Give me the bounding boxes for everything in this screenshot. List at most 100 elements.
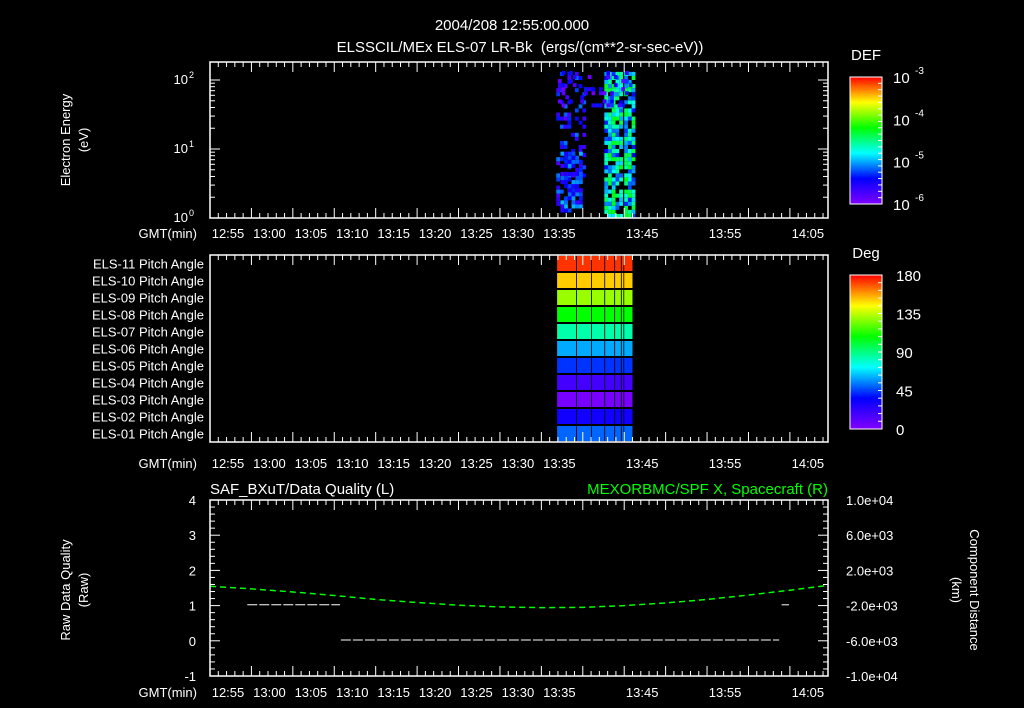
spectrogram-cell [631, 153, 636, 158]
spectrogram-cell [627, 140, 632, 145]
spectrogram-cell [615, 80, 620, 85]
spectrogram-cell [604, 120, 609, 125]
spectrogram-cell [579, 163, 583, 168]
pitch-angle-cell [557, 409, 577, 424]
def-colorbar: 10 -3 10 -4 10 -5 10 -6 [849, 66, 924, 214]
spectrogram-cell [560, 100, 564, 105]
spectrogram-cell [567, 196, 572, 201]
spectrogram-cell [608, 136, 612, 141]
spectrogram-cell [631, 193, 636, 198]
spectrogram-cell [627, 96, 632, 101]
spectrogram-cell [615, 213, 620, 218]
spectrogram-cell [619, 80, 623, 85]
pitch-angle-cell [624, 409, 633, 424]
spectrogram-cell [631, 104, 636, 109]
spectrogram-cell [619, 100, 623, 105]
spectrogram-cell [624, 84, 628, 89]
spectrogram-cell [560, 204, 565, 209]
colorbar-tick-label: 90 [896, 345, 913, 362]
spectrogram-cell [615, 149, 620, 154]
panel1-ylabel: Electron Energy [58, 93, 73, 186]
spectrogram-cell [560, 208, 565, 213]
spectrogram-cell [625, 79, 629, 84]
pitch-angle-cell [576, 426, 592, 441]
panel3-left-title: SAF_BXuT/Data Quality (L) [210, 481, 394, 498]
pitch-angle-row-labels: ELS-11 Pitch Angle ELS-10 Pitch Angle ELS-… [92, 257, 204, 442]
pitch-angle-cell [615, 307, 621, 322]
spectrogram-cell [608, 157, 612, 162]
pitch-angle-cell [621, 324, 624, 339]
time-tick-label: 13:55 [709, 456, 742, 471]
spectrogram-cell [563, 104, 568, 109]
colorbar-bar [849, 76, 883, 205]
spectrogram-cell [574, 116, 579, 121]
spectrogram-cell [611, 132, 616, 137]
spectrogram-cell [608, 201, 612, 206]
colorbar-tick-label: 135 [896, 307, 921, 324]
spectrogram-cell [567, 208, 572, 213]
spectrogram-cell [582, 144, 587, 150]
spectrogram-cell [560, 171, 565, 177]
right-y-tick-label: -1.0e+04 [846, 669, 898, 684]
panel1-yunit: (eV) [76, 128, 91, 153]
panel1-title: ELSSCIL/MEx ELS-07 LR-Bk (ergs/(cm**2-sr… [337, 39, 704, 56]
spectrogram-cell [631, 181, 636, 186]
spectrogram-cell [615, 132, 620, 137]
left-y-tick-label: 1 [189, 599, 196, 614]
spectrogram-cell [624, 75, 628, 80]
pitch-angle-cell [621, 409, 624, 424]
spectrogram-cell [604, 205, 609, 210]
spectrogram-cell [627, 100, 632, 105]
spectrogram-cell [619, 161, 623, 166]
spectrogram-cell [611, 120, 616, 125]
spectrogram-cell [561, 87, 566, 92]
spectrogram-cell [615, 108, 620, 113]
spectrogram-cell [610, 99, 614, 104]
spectrogram-cell [561, 103, 566, 108]
pitch-angle-row-label: ELS-09 Pitch Angle [92, 291, 204, 306]
spectrogram-cell [608, 209, 612, 214]
spectrogram-cell [557, 79, 562, 84]
time-tick-label: 13:10 [336, 456, 369, 471]
spectrogram-cell [567, 116, 572, 121]
spectrogram-cell [615, 157, 620, 162]
time-tick-label: 13:05 [295, 226, 328, 241]
spectrogram-cell [627, 157, 632, 162]
spectrogram-cell [611, 124, 616, 129]
pitch-angle-cell [605, 256, 615, 271]
colorbar2-title: Deg [852, 245, 880, 262]
spectrogram-cell [582, 124, 587, 129]
spectrogram-cell [574, 75, 579, 81]
spectrogram-cell [567, 151, 572, 156]
pitch-angle-cell [605, 392, 615, 407]
spectrogram-cell [567, 159, 572, 164]
pitch-angle-cells [557, 256, 633, 441]
spectrogram-cell [608, 189, 612, 194]
colorbar-bar [849, 274, 883, 430]
spectrogram-cell [608, 173, 612, 178]
pitch-angle-row-label: ELS-07 Pitch Angle [92, 325, 204, 340]
spectrogram-cell [619, 84, 623, 89]
spectrogram-cell [579, 180, 583, 185]
spectrogram-cell [564, 151, 568, 156]
spectrogram-cell [619, 144, 623, 149]
pitch-angle-cell [624, 426, 633, 441]
time-tick-label: 13:05 [295, 456, 328, 471]
spectrogram-cell [561, 83, 566, 88]
spectrogram-cell [615, 201, 620, 206]
spectrogram-cell [624, 213, 628, 218]
spectrogram-cell [608, 96, 612, 101]
spectrogram-cell [631, 96, 636, 101]
spectrogram-cell [615, 128, 620, 133]
pitch-angle-cell [615, 341, 621, 356]
spectrogram-cell [560, 157, 564, 162]
pitch-angle-cell [591, 324, 605, 339]
spectrogram-cell [604, 75, 609, 80]
spectrogram-cell [579, 151, 583, 156]
spectrogram-cell [615, 140, 620, 145]
plot-datetime: 2004/208 12:55:00.000 [435, 17, 589, 34]
spectrogram-cell [604, 71, 609, 76]
y-tick-label: 10 [174, 210, 188, 225]
pitch-angle-cell [621, 256, 624, 271]
spectrogram-cell [627, 132, 632, 137]
